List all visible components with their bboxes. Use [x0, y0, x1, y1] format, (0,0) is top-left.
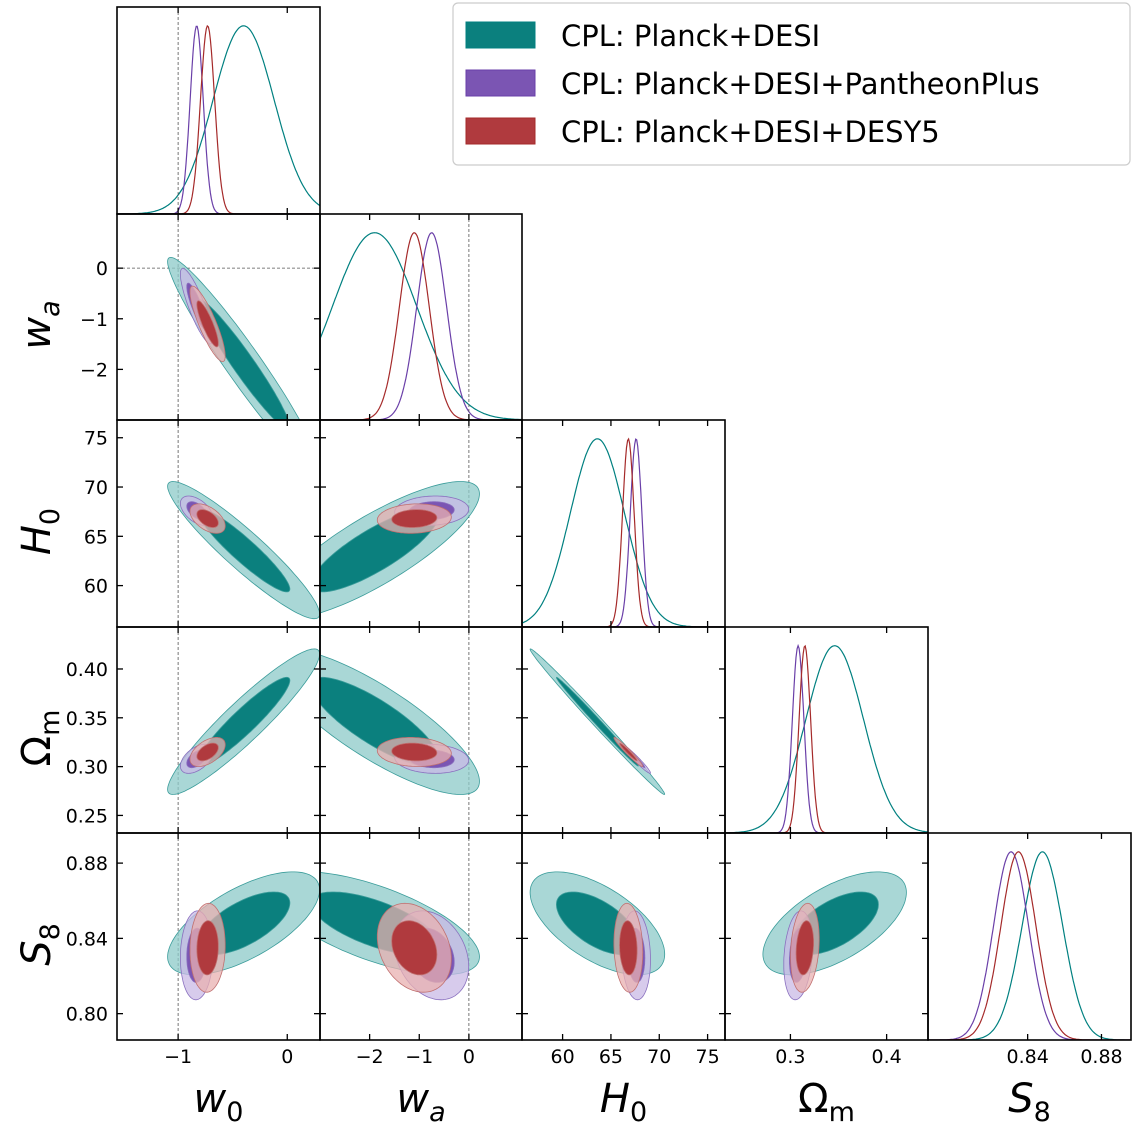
- density-curve-1-2: [522, 438, 725, 627]
- y-tick-label: 0.80: [66, 1004, 108, 1026]
- density-curve-0-4: [928, 851, 1131, 1040]
- density-curve-0-0: [117, 25, 320, 214]
- contour-68-2-3-4: [795, 920, 814, 976]
- contour-68-2-0-2: [196, 509, 219, 528]
- panel-3-4: [762, 871, 907, 1001]
- panel-0-4: [167, 833, 320, 1040]
- panel-0-1: [117, 214, 320, 420]
- y-tick-label: 65: [84, 526, 108, 548]
- x-tick-label: 0: [281, 1046, 293, 1068]
- y-tick-label: 0.35: [66, 708, 108, 730]
- contour-68-2-2-3: [618, 742, 638, 762]
- y-tick-label: 60: [84, 576, 108, 598]
- x-tick-label: 65: [599, 1046, 623, 1068]
- contour-68-2-1-4: [391, 920, 438, 976]
- panel-2-2: [522, 437, 725, 627]
- panel-0-3: [167, 627, 320, 833]
- x-axis-label-2: H0: [600, 1076, 647, 1128]
- density-curve-2-0: [117, 24, 320, 214]
- contour-68-2-1-3: [391, 742, 438, 762]
- x-tick-label: 60: [551, 1046, 575, 1068]
- panel-1-1: [320, 214, 522, 420]
- x-tick-label: 0: [463, 1046, 475, 1068]
- legend: CPL: Planck+DESI CPL: Planck+DESI+Pantheo…: [452, 2, 1131, 166]
- x-axis-label-4: S8: [1008, 1076, 1051, 1128]
- y-tick-label: 0.88: [66, 853, 108, 875]
- panel-frame: [927, 832, 1132, 1041]
- y-tick-label: 0.25: [66, 805, 108, 827]
- legend-swatch-0: [465, 21, 536, 49]
- density-curve-0-3: [725, 645, 928, 833]
- x-tick-label: 70: [647, 1046, 671, 1068]
- x-tick-label: −2: [356, 1046, 384, 1068]
- x-axis-label-1: wa: [396, 1076, 445, 1128]
- legend-box: [452, 2, 1131, 166]
- contour-68-2-2-4: [619, 920, 638, 976]
- panel-2-3: [529, 648, 666, 795]
- density-curve-0-2: [522, 438, 725, 627]
- panel-2-4: [529, 871, 666, 1001]
- panel-1-4: [320, 833, 480, 1040]
- y-tick-label: 75: [84, 428, 108, 450]
- contour-68-2-0-1: [196, 300, 219, 348]
- legend-label-0: CPL: Planck+DESI: [561, 19, 820, 53]
- contour-68-2-0-4: [196, 920, 219, 976]
- panel-frame: [521, 626, 726, 834]
- density-curve-1-3: [725, 643, 928, 833]
- contour-68-2-1-2: [391, 509, 438, 528]
- panel-frame: [116, 6, 321, 215]
- legend-swatch-2: [465, 117, 536, 145]
- legend-label-2: CPL: Planck+DESI+DESY5: [561, 115, 940, 149]
- panel-1-3: [320, 627, 480, 833]
- panel-frame: [724, 626, 929, 834]
- x-axis-label-3: Ωm: [798, 1076, 855, 1128]
- y-tick-label: 70: [84, 477, 108, 499]
- density-curve-1-0: [117, 25, 320, 214]
- x-tick-label: 0.88: [1080, 1046, 1122, 1068]
- y-tick-label: 0.40: [66, 659, 108, 681]
- y-axis-label-3: Ωm: [14, 710, 66, 767]
- y-tick-label: 0.84: [66, 928, 108, 950]
- panel-0-2: [167, 420, 320, 627]
- y-axis-label-2: H0: [14, 508, 66, 555]
- y-tick-label: −2: [80, 359, 108, 381]
- y-tick-label: 0: [96, 258, 108, 280]
- legend-label-1: CPL: Planck+DESI+PantheonPlus: [561, 67, 1040, 101]
- x-tick-label: 0.3: [775, 1046, 805, 1068]
- x-tick-label: 0.4: [872, 1046, 902, 1068]
- legend-swatch-1: [465, 69, 536, 97]
- x-tick-label: −1: [164, 1046, 192, 1068]
- density-curve-1-4: [928, 851, 1131, 1040]
- contour-68-2-0-3: [196, 742, 219, 762]
- density-curve-2-2: [522, 437, 725, 627]
- x-axis-label-0: w0: [194, 1076, 244, 1128]
- y-tick-label: 0.30: [66, 757, 108, 779]
- density-curve-0-1: [320, 232, 522, 420]
- panel-frame: [521, 419, 726, 628]
- x-tick-label: 0.84: [1006, 1046, 1048, 1068]
- density-curve-2-4: [928, 851, 1131, 1040]
- panel-1-2: [320, 420, 480, 627]
- density-curve-2-3: [725, 644, 928, 833]
- y-axis-label-4: S8: [14, 923, 66, 966]
- y-axis-label-1: wa: [14, 300, 66, 349]
- panel-4-4: [928, 851, 1131, 1040]
- panel-3-3: [725, 643, 928, 833]
- x-tick-label: −1: [405, 1046, 433, 1068]
- panel-0-0: [117, 7, 320, 214]
- x-tick-label: 75: [696, 1046, 720, 1068]
- y-tick-label: −1: [80, 309, 108, 331]
